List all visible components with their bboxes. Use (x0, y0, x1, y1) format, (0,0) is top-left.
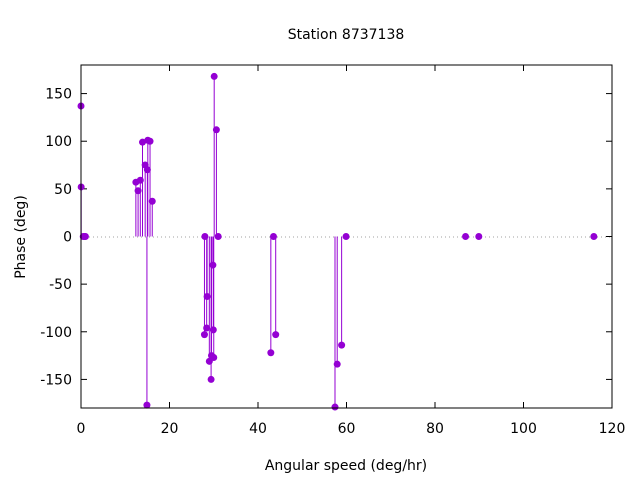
x-tick-label: 100 (510, 421, 537, 437)
data-point (212, 126, 220, 134)
data-point (272, 331, 280, 339)
data-point (136, 176, 144, 184)
axis-ticks: 0 20 40 60 80 100 120 -150 -100 -50 0 50 100 150 (40, 65, 625, 437)
data-point (81, 233, 89, 240)
data-point (148, 197, 156, 205)
chart-title: Station 8737138 (288, 27, 405, 43)
data-point (143, 401, 151, 409)
y-tick-label: -50 (49, 277, 72, 293)
data-point (139, 138, 147, 146)
data-point (331, 403, 339, 411)
y-tick-label: 150 (45, 87, 72, 103)
data-point (146, 137, 154, 145)
y-tick-label: 50 (54, 182, 72, 198)
x-tick-label: 20 (161, 421, 179, 437)
plot-frame (80, 64, 613, 409)
x-tick-label: 80 (426, 421, 444, 437)
data-point (590, 233, 598, 240)
data-point (209, 261, 217, 269)
y-tick-label: 100 (45, 134, 72, 150)
data-point (462, 233, 470, 240)
data-point (333, 360, 341, 368)
data-point (201, 233, 209, 240)
x-axis-label: Angular speed (deg/hr) (265, 458, 427, 474)
data-point (210, 72, 218, 80)
y-tick-label: -100 (40, 325, 72, 341)
y-axis-label: Phase (deg) (13, 195, 29, 279)
data-point (475, 233, 483, 240)
data-point (210, 354, 218, 362)
y-tick-label: 0 (63, 230, 72, 246)
data-point (200, 331, 208, 339)
data-point (338, 341, 346, 349)
data-point (269, 233, 277, 240)
data-point (143, 166, 151, 174)
data-point (203, 293, 211, 301)
data-point (209, 326, 217, 334)
data-point (207, 375, 215, 383)
x-tick-label: 120 (599, 421, 626, 437)
data-point (214, 233, 222, 240)
data-marks (77, 72, 598, 411)
data-point (203, 324, 211, 332)
data-point (342, 233, 350, 240)
x-tick-label: 0 (77, 421, 86, 437)
y-tick-label: -150 (40, 372, 72, 388)
x-tick-label: 40 (249, 421, 267, 437)
data-point (267, 349, 275, 357)
data-point (134, 187, 142, 195)
x-tick-label: 60 (338, 421, 356, 437)
